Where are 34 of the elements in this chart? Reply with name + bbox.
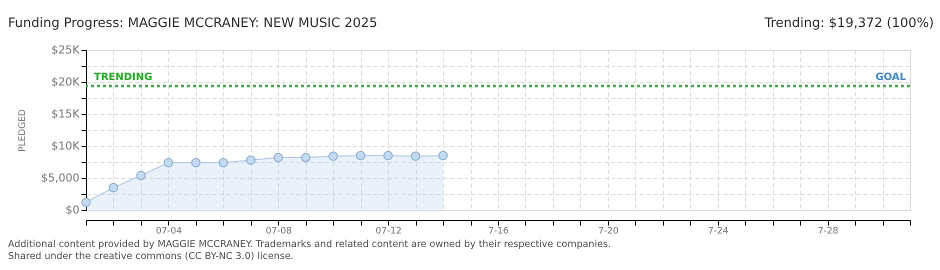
x-tick-label: 07-04 [156, 226, 182, 236]
y-tick-label: $5,000 [41, 172, 80, 184]
y-tick-label: $20K [51, 76, 80, 88]
y-axis-title: PLEDGED [18, 109, 28, 152]
point [301, 152, 310, 162]
x-tick-label: 7-28 [818, 226, 839, 236]
point [383, 150, 393, 160]
x-tick-label: 07-08 [266, 226, 292, 236]
point [164, 158, 174, 168]
y-tick-label: $25K [51, 44, 80, 56]
point [191, 158, 201, 168]
point [410, 152, 420, 161]
x-tick-label: 7-20 [598, 226, 619, 236]
x-tick-label: 7-16 [488, 226, 509, 236]
chart-title: Funding Progress: MAGGIE MCCRANEY: NEW MUSIC 2025 [8, 16, 378, 31]
x-tick-label: 07-12 [376, 226, 402, 236]
point [328, 152, 338, 161]
point [136, 170, 146, 180]
point [274, 152, 283, 162]
text: Trending: $19,372 (100%) [764, 16, 934, 31]
text: Additional content provided by MAGGIE MCCRANEY. Trademarks and related content are owned by their respective companies. [8, 239, 611, 250]
annotation: GOAL [875, 72, 907, 84]
point [218, 158, 228, 168]
point [108, 182, 118, 192]
ref-line-label: TRENDING [94, 72, 152, 84]
y-tick-label: $15K [51, 108, 80, 120]
y-tick-label: $0 [66, 204, 80, 216]
y-tick-label: $10K [51, 140, 80, 152]
point [81, 198, 91, 207]
text: Shared under the creative commons (CC BY-NC 3.0) license. [8, 251, 294, 262]
point [246, 155, 256, 165]
x-tick-label: 7-24 [708, 226, 729, 236]
point [438, 150, 448, 160]
point [356, 150, 366, 160]
